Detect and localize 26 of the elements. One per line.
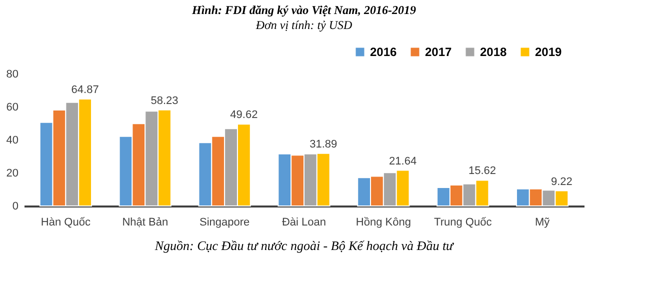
legend-label: 2019 bbox=[535, 45, 562, 59]
data-label: 64.87 bbox=[71, 84, 99, 96]
data-label: 9.22 bbox=[550, 176, 572, 188]
chart-title: Hình: FDI đăng ký vào Việt Nam, 2016-2019 bbox=[190, 3, 416, 17]
data-label: 49.62 bbox=[230, 109, 258, 122]
x-tick-label: Hàn Quốc bbox=[40, 216, 91, 228]
x-tick-label: Nhật Bản bbox=[122, 216, 168, 228]
data-label: 21.64 bbox=[389, 155, 417, 168]
y-tick-label: 0 bbox=[12, 200, 18, 212]
y-tick-label: 60 bbox=[6, 102, 18, 114]
text: Nguồn: Cục Đầu tư nước ngoài - Bộ Kế hoạch và Đầu tư bbox=[154, 238, 454, 253]
data-label: 58.23 bbox=[150, 94, 178, 107]
legend-label: 2018 bbox=[480, 45, 508, 59]
x-tick-label: Đài Loan bbox=[282, 216, 326, 228]
data-label: 15.62 bbox=[468, 165, 496, 178]
legend-label: 2016 bbox=[370, 45, 398, 59]
y-tick-label: 80 bbox=[6, 68, 18, 80]
x-tick-label: Singapore bbox=[199, 216, 250, 228]
legend-label: 2017 bbox=[425, 45, 452, 59]
data-label: 31.89 bbox=[310, 138, 338, 150]
y-tick-label: 20 bbox=[6, 168, 18, 180]
x-tick-label: Mỹ bbox=[534, 216, 550, 228]
x-tick-label: Trung Quốc bbox=[434, 216, 492, 228]
chart-subtitle: Đơn vị tính: tỷ USD bbox=[254, 18, 353, 32]
y-tick-label: 40 bbox=[6, 134, 18, 146]
x-tick-label: Hồng Kông bbox=[356, 216, 411, 228]
